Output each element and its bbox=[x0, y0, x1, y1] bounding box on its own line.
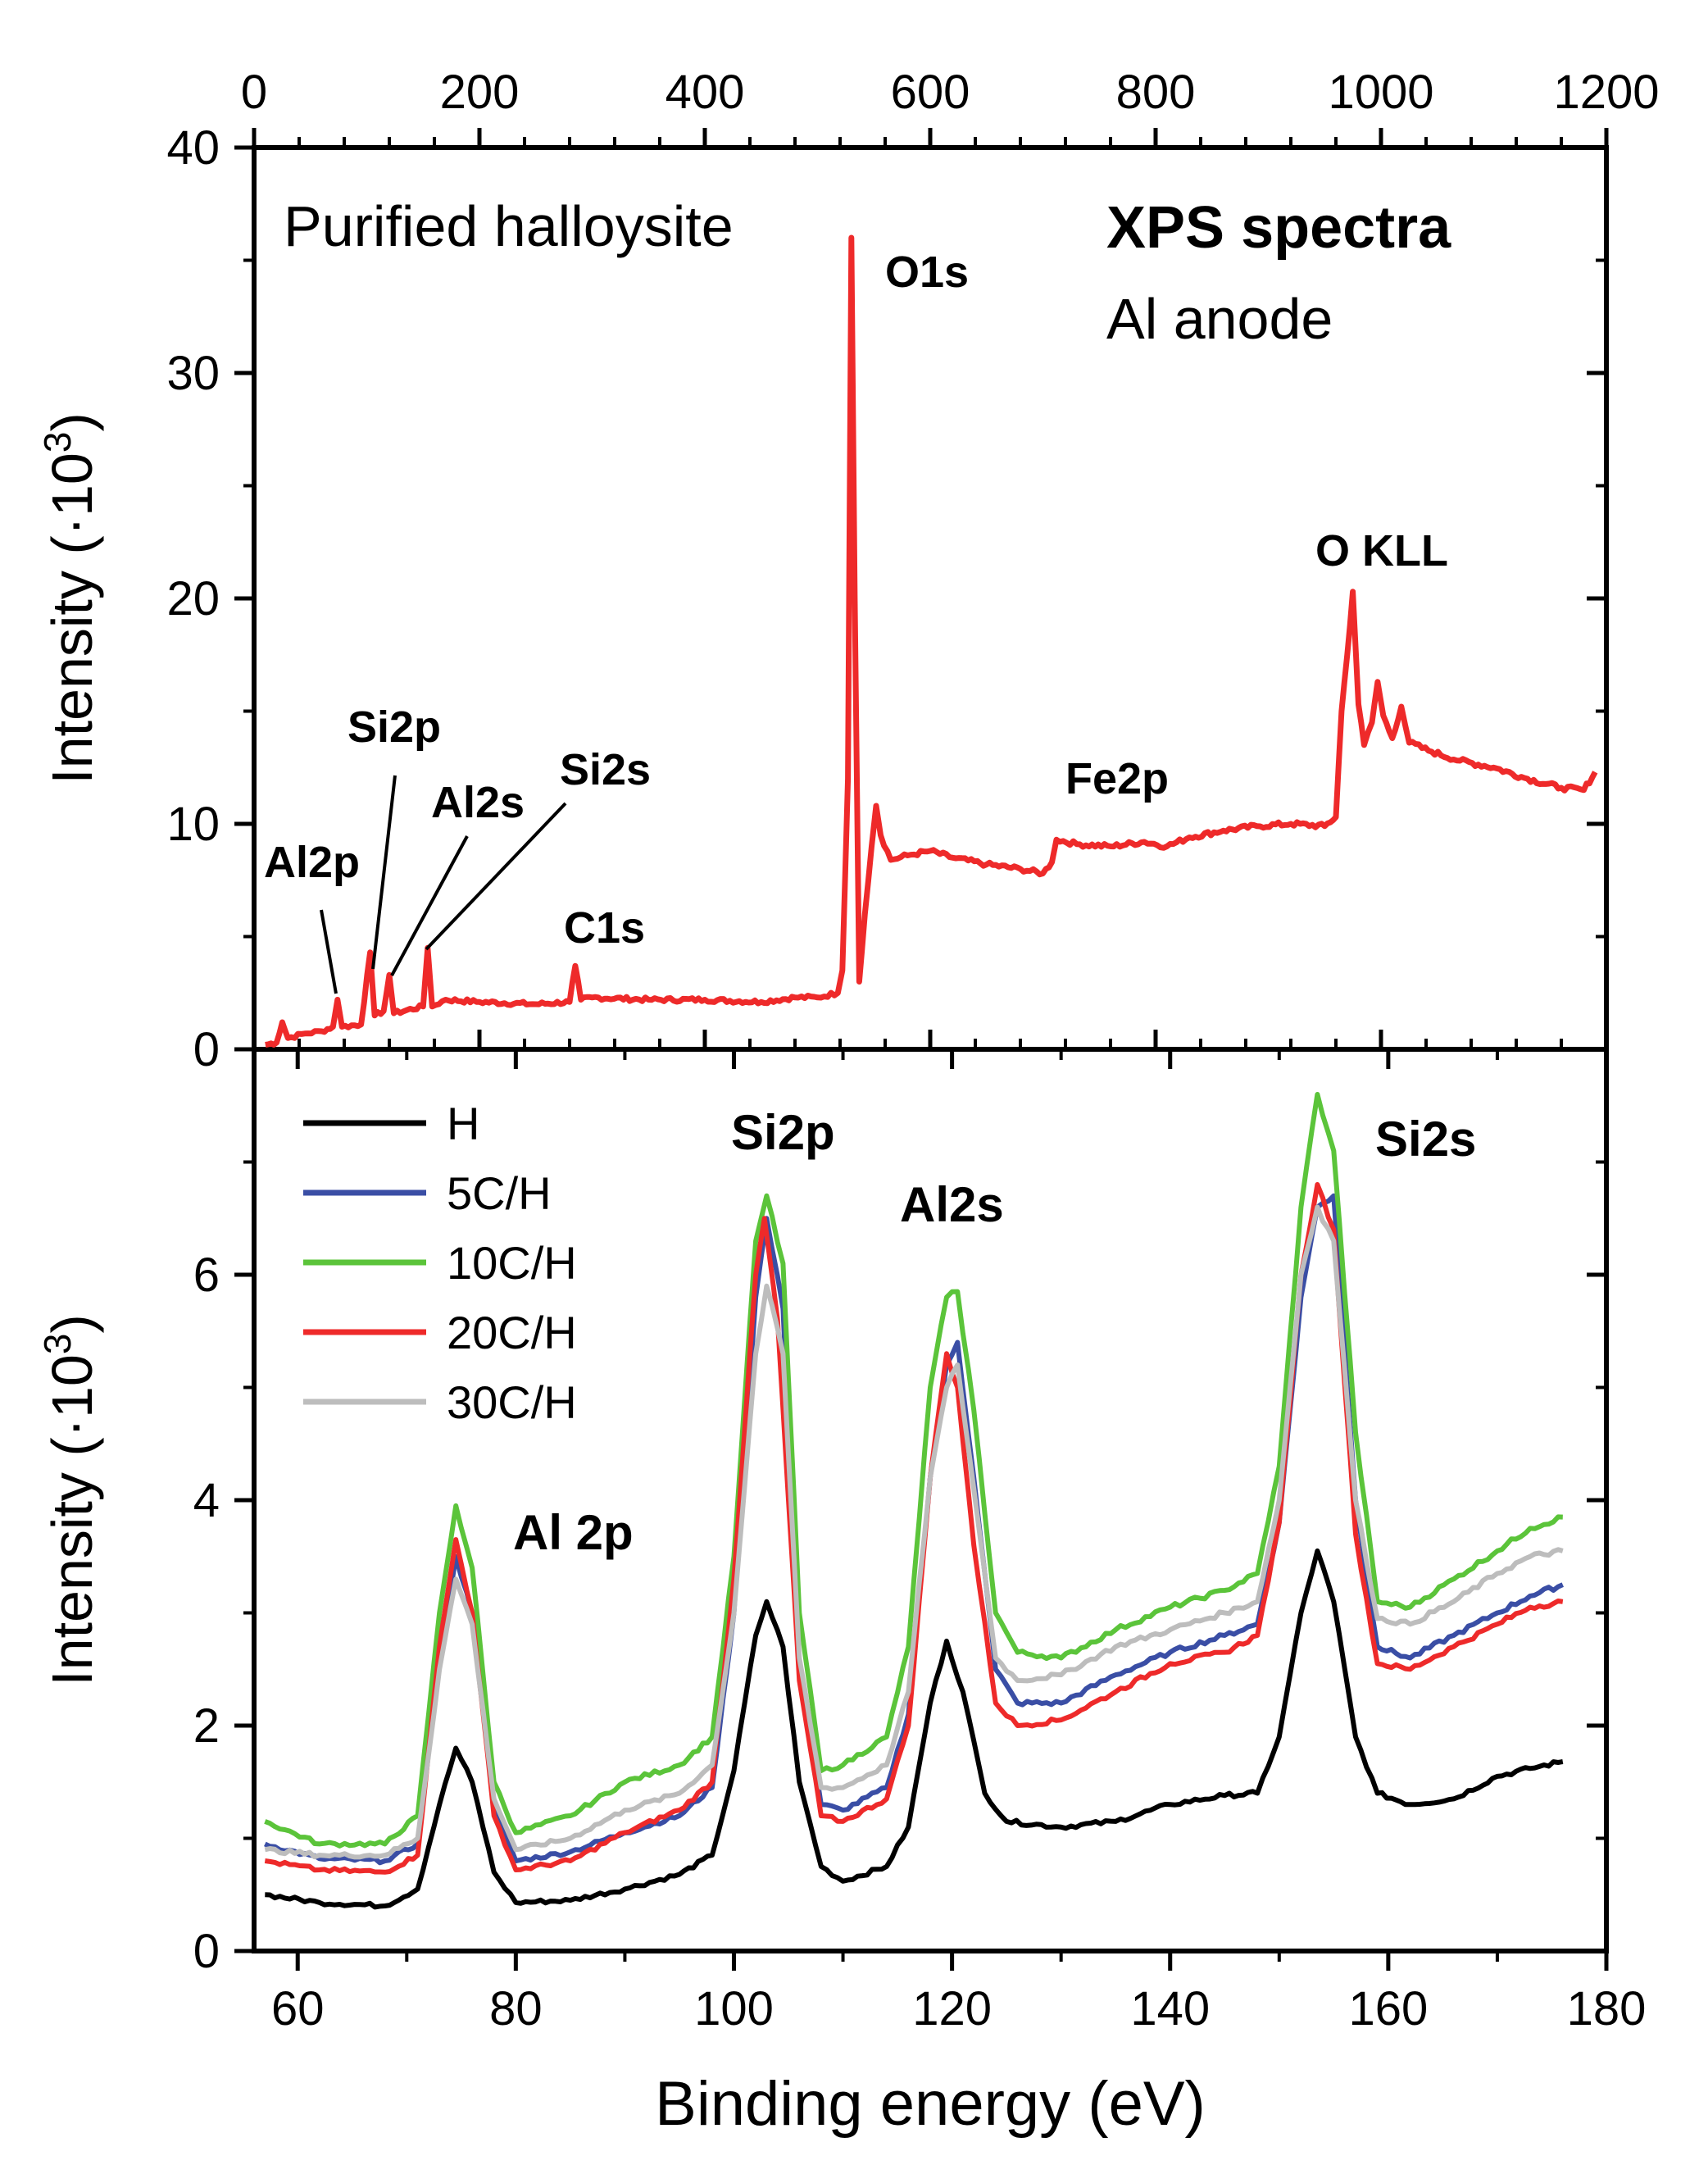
detail-x-tick-label: 100 bbox=[694, 1982, 774, 2035]
survey-y-tick-label: 30 bbox=[166, 347, 220, 400]
survey-annotation-c1s: C1s bbox=[564, 903, 645, 953]
detail-annotation-si2p: Si2p bbox=[731, 1105, 835, 1160]
survey-y-tick-label: 0 bbox=[193, 1023, 220, 1076]
detail-annotation-al2p: Al 2p bbox=[513, 1505, 634, 1560]
survey-y-tick-label: 40 bbox=[166, 121, 220, 175]
survey-ticks: 0 200 400 600 800 1000 1200 0 10 20 30 40 bbox=[166, 66, 1659, 1076]
detail-ticks: 60 80 100 120 140 160 180 0 2 4 6 bbox=[193, 1049, 1647, 2035]
survey-y-tick-label: 20 bbox=[166, 572, 220, 625]
survey-annotation-okll: O KLL bbox=[1315, 526, 1448, 575]
legend-label-1: 5C/H bbox=[447, 1167, 552, 1219]
si2s-pointer bbox=[425, 802, 567, 951]
al2s-pointer bbox=[390, 835, 469, 976]
survey-annotation-al2s: Al2s bbox=[431, 778, 525, 827]
detail-x-tick-label: 80 bbox=[489, 1982, 543, 2035]
survey-annotation-si2p: Si2p bbox=[348, 703, 441, 752]
survey-x-tick-label: 800 bbox=[1116, 66, 1196, 119]
sample-label: Purified halloysite bbox=[284, 194, 734, 258]
detail-series-line-0 bbox=[265, 1548, 1564, 1910]
al2p-pointer bbox=[320, 909, 338, 994]
legend-label-3: 20C/H bbox=[447, 1307, 577, 1358]
survey-annotation-fe2p: Fe2p bbox=[1065, 754, 1169, 803]
survey-series bbox=[265, 234, 1598, 1048]
survey-annotation-o1s: O1s bbox=[885, 248, 969, 297]
detail-y-tick-label: 2 bbox=[193, 1699, 220, 1753]
survey-x-tick-label: 0 bbox=[241, 66, 267, 119]
survey-pointers bbox=[320, 775, 567, 994]
detail-y-tick-label: 6 bbox=[193, 1248, 220, 1302]
survey-x-tick-label: 1200 bbox=[1553, 66, 1659, 119]
detail-series-line-4 bbox=[264, 1204, 1564, 1860]
survey-y-tick-label: 10 bbox=[166, 798, 220, 851]
detail-x-tick-label: 120 bbox=[912, 1982, 992, 2035]
si2p-pointer bbox=[371, 775, 397, 970]
detail-x-tick-label: 160 bbox=[1348, 1982, 1428, 2035]
survey-x-tick-label: 600 bbox=[891, 66, 970, 119]
detail-x-tick-label: 180 bbox=[1567, 1982, 1647, 2035]
detail-x-tick-label: 60 bbox=[271, 1982, 325, 2035]
detail-x-tick-label: 140 bbox=[1130, 1982, 1210, 2035]
survey-series-line-0 bbox=[265, 234, 1598, 1048]
detail-annotation-al2s: Al2s bbox=[900, 1177, 1004, 1232]
survey-x-tick-label: 200 bbox=[440, 66, 520, 119]
detail-y-tick-label: 0 bbox=[193, 1925, 220, 1978]
x-axis-title: Binding energy (eV) bbox=[655, 2069, 1206, 2139]
survey-y-axis-title: Intensity (·103) bbox=[36, 412, 104, 785]
detail-y-tick-label: 4 bbox=[193, 1474, 220, 1527]
legend-label-2: 10C/H bbox=[447, 1237, 577, 1289]
survey-x-tick-label: 400 bbox=[665, 66, 745, 119]
legend-label-0: H bbox=[447, 1098, 479, 1149]
detail-legend: H 5C/H 10C/H 20C/H 30C/H bbox=[303, 1098, 577, 1428]
survey-annotation-si2s: Si2s bbox=[560, 745, 651, 794]
detail-annotation-si2s: Si2s bbox=[1375, 1112, 1476, 1167]
survey-annotation-al2p: Al2p bbox=[264, 838, 360, 887]
spectra-title: XPS spectra bbox=[1106, 195, 1451, 261]
anode-label: Al anode bbox=[1106, 287, 1333, 351]
legend-label-4: 30C/H bbox=[447, 1376, 577, 1428]
survey-x-tick-label: 1000 bbox=[1328, 66, 1433, 119]
detail-series bbox=[264, 1092, 1565, 1910]
detail-series-line-2 bbox=[264, 1092, 1563, 1849]
detail-y-axis-title: Intensity (·103) bbox=[36, 1314, 104, 1686]
